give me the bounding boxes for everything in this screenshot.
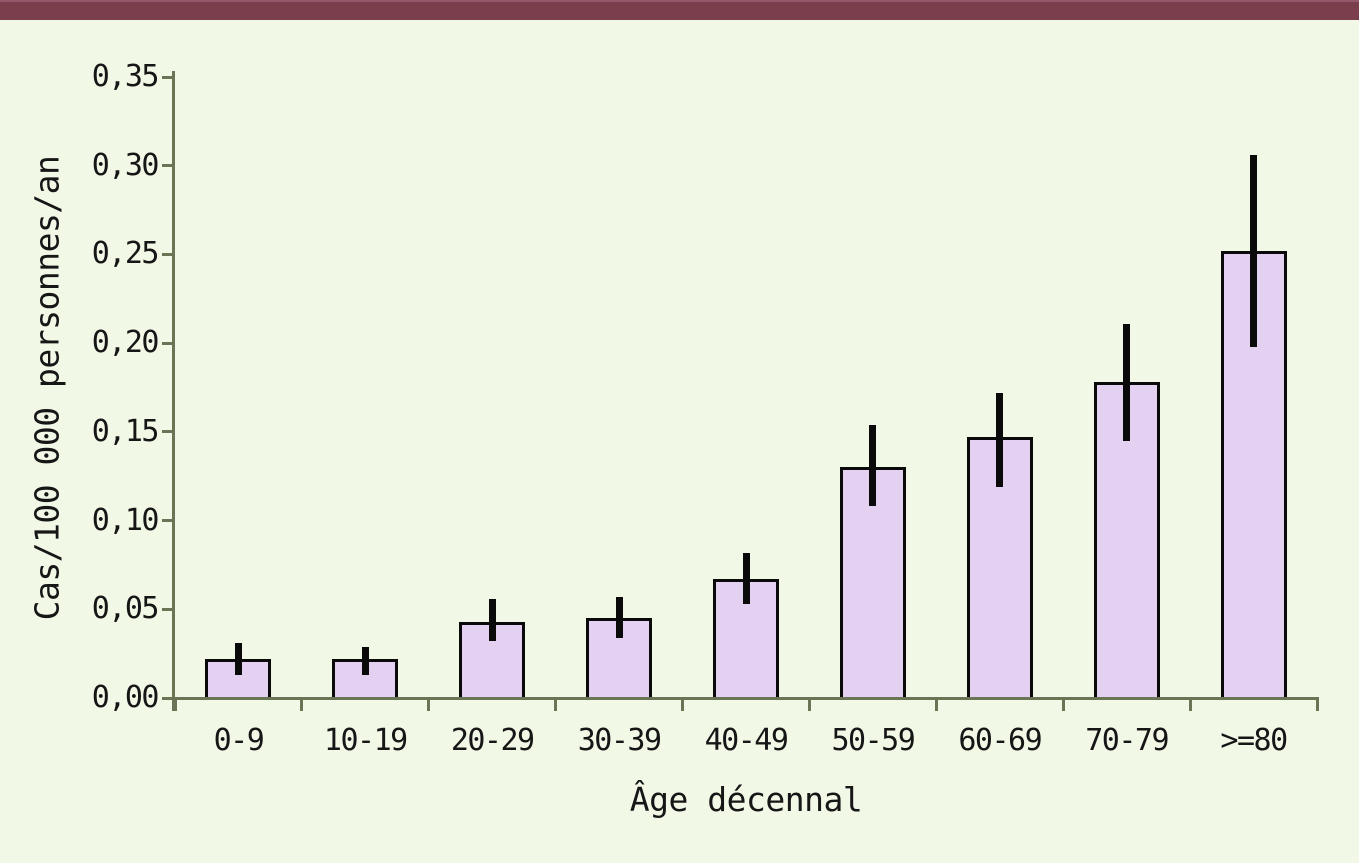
x-category-label: 10-19 [323,723,408,758]
y-tick [162,341,175,345]
y-tick [162,607,175,611]
y-tick-label: 0,15 [91,413,160,449]
error-bar [615,596,623,638]
error-bar [996,392,1004,487]
x-category-label: 40-49 [704,723,789,758]
error-bar [1250,155,1258,347]
y-tick-label: 0,20 [91,325,160,361]
top-stripe-decoration [0,0,1359,20]
y-tick-label: 0,10 [91,502,160,538]
bar [713,579,779,698]
error-bar [488,598,496,642]
error-bar [234,642,242,675]
y-tick [162,252,175,256]
x-tick [681,697,685,711]
y-axis-line [172,71,175,711]
y-tick [162,75,175,79]
x-category-label: 20-29 [450,723,535,758]
x-tick [427,697,431,711]
error-bar [869,424,877,507]
y-tick-label: 0,30 [91,147,160,183]
error-bar [1123,323,1131,441]
x-category-label: 0-9 [213,723,265,758]
x-tick [554,697,558,711]
y-tick-label: 0,25 [91,236,160,272]
x-tick [1188,697,1192,711]
x-axis-title: Âge décennal [629,780,863,819]
y-tick-label: 0,05 [91,591,160,627]
x-tick [807,697,811,711]
y-tick [162,696,175,700]
y-tick [162,164,175,168]
x-axis-line [163,697,1318,700]
x-tick [934,697,938,711]
y-tick [162,519,175,523]
y-tick [162,430,175,434]
x-category-label: >=80 [1220,723,1288,758]
x-category-label: 60-69 [958,723,1042,758]
x-category-label: 50-59 [831,723,915,758]
x-tick [300,697,304,711]
x-category-label: 70-79 [1085,723,1169,758]
x-tick [173,697,177,711]
x-category-label: 30-39 [577,723,662,758]
error-bar [361,646,369,675]
y-tick-label: 0,00 [91,680,160,715]
error-bar [742,552,750,604]
x-tick [1061,697,1065,711]
y-axis-title: Cas/100 000 personnes/an [27,155,67,621]
y-tick-label: 0,35 [91,59,160,94]
x-tick [1315,697,1319,711]
